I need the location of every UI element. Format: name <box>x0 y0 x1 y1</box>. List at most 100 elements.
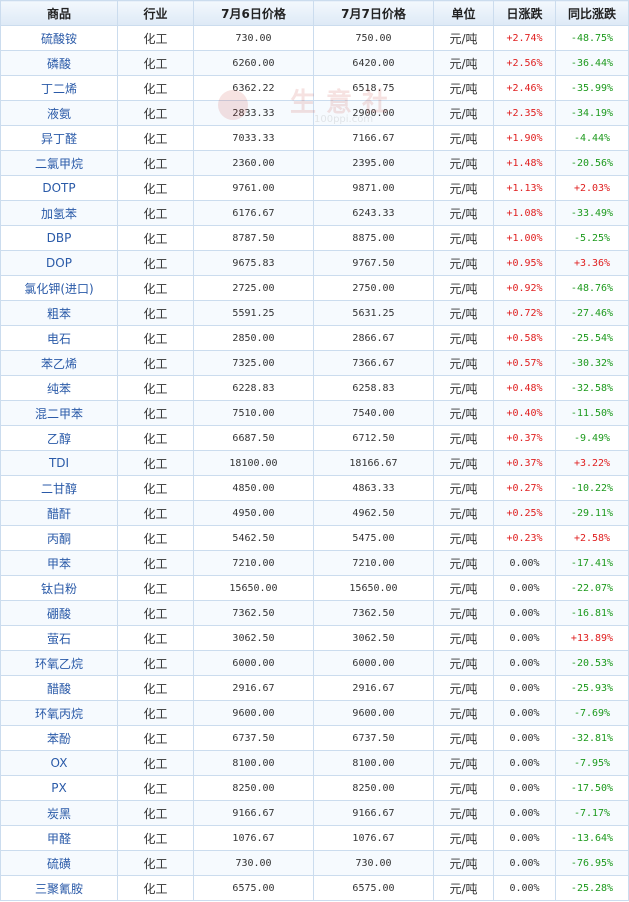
product-name-link[interactable]: 环氧丙烷 <box>0 700 118 726</box>
product-name-link[interactable]: 氯化钾(进口) <box>0 275 118 301</box>
yoy-change-cell: -36.44% <box>555 50 629 76</box>
table-row: 炭黑 化工 9166.67 9166.67 元/吨 0.00% -7.17% <box>0 800 629 826</box>
price-jul6-cell: 4850.00 <box>193 475 314 501</box>
unit-cell: 元/吨 <box>433 700 494 726</box>
product-name-link[interactable]: 液氨 <box>0 100 118 126</box>
product-name-link[interactable]: 磷酸 <box>0 50 118 76</box>
yoy-change-cell: -4.44% <box>555 125 629 151</box>
price-jul6-cell: 7210.00 <box>193 550 314 576</box>
product-name-link[interactable]: OX <box>0 750 118 776</box>
unit-cell: 元/吨 <box>433 475 494 501</box>
product-name-link[interactable]: 环氧乙烷 <box>0 650 118 676</box>
header-product: 商品 <box>0 0 118 26</box>
industry-cell: 化工 <box>117 350 194 376</box>
yoy-change-cell: -27.46% <box>555 300 629 326</box>
table-row: 电石 化工 2850.00 2866.67 元/吨 +0.58% -25.54% <box>0 325 629 351</box>
industry-cell: 化工 <box>117 150 194 176</box>
price-jul6-cell: 730.00 <box>193 25 314 51</box>
table-row: 钛白粉 化工 15650.00 15650.00 元/吨 0.00% -22.07% <box>0 575 629 601</box>
product-name-link[interactable]: 苯酚 <box>0 725 118 751</box>
price-jul6-cell: 3062.50 <box>193 625 314 651</box>
price-jul7-cell: 7166.67 <box>313 125 434 151</box>
table-row: 纯苯 化工 6228.83 6258.83 元/吨 +0.48% -32.58% <box>0 375 629 401</box>
product-name-link[interactable]: 苯乙烯 <box>0 350 118 376</box>
industry-cell: 化工 <box>117 25 194 51</box>
product-name-link[interactable]: PX <box>0 775 118 801</box>
product-name-link[interactable]: 二甘醇 <box>0 475 118 501</box>
unit-cell: 元/吨 <box>433 100 494 126</box>
daily-change-cell: +1.00% <box>493 225 556 251</box>
yoy-change-cell: -13.64% <box>555 825 629 851</box>
product-name-link[interactable]: 粗苯 <box>0 300 118 326</box>
price-jul7-cell: 1076.67 <box>313 825 434 851</box>
industry-cell: 化工 <box>117 500 194 526</box>
daily-change-cell: +0.37% <box>493 450 556 476</box>
table-row: 甲醛 化工 1076.67 1076.67 元/吨 0.00% -13.64% <box>0 825 629 851</box>
daily-change-cell: +0.40% <box>493 400 556 426</box>
product-name-link[interactable]: 硼酸 <box>0 600 118 626</box>
table-row: 磷酸 化工 6260.00 6420.00 元/吨 +2.56% -36.44% <box>0 50 629 76</box>
product-name-link[interactable]: TDI <box>0 450 118 476</box>
yoy-change-cell: -20.56% <box>555 150 629 176</box>
product-name-link[interactable]: DOTP <box>0 175 118 201</box>
price-jul6-cell: 8100.00 <box>193 750 314 776</box>
table-row: 苯乙烯 化工 7325.00 7366.67 元/吨 +0.57% -30.32% <box>0 350 629 376</box>
industry-cell: 化工 <box>117 275 194 301</box>
yoy-change-cell: -33.49% <box>555 200 629 226</box>
daily-change-cell: +2.35% <box>493 100 556 126</box>
product-name-link[interactable]: 钛白粉 <box>0 575 118 601</box>
daily-change-cell: +0.72% <box>493 300 556 326</box>
unit-cell: 元/吨 <box>433 300 494 326</box>
product-name-link[interactable]: 丁二烯 <box>0 75 118 101</box>
daily-change-cell: +2.56% <box>493 50 556 76</box>
yoy-change-cell: -9.49% <box>555 425 629 451</box>
product-name-link[interactable]: 甲醛 <box>0 825 118 851</box>
product-name-link[interactable]: 炭黑 <box>0 800 118 826</box>
unit-cell: 元/吨 <box>433 400 494 426</box>
product-name-link[interactable]: 电石 <box>0 325 118 351</box>
product-name-link[interactable]: DBP <box>0 225 118 251</box>
unit-cell: 元/吨 <box>433 375 494 401</box>
daily-change-cell: +1.13% <box>493 175 556 201</box>
yoy-change-cell: -32.81% <box>555 725 629 751</box>
product-name-link[interactable]: 丙酮 <box>0 525 118 551</box>
price-jul6-cell: 5462.50 <box>193 525 314 551</box>
unit-cell: 元/吨 <box>433 50 494 76</box>
unit-cell: 元/吨 <box>433 575 494 601</box>
product-name-link[interactable]: 混二甲苯 <box>0 400 118 426</box>
product-name-link[interactable]: 加氢苯 <box>0 200 118 226</box>
table-row: 丙酮 化工 5462.50 5475.00 元/吨 +0.23% +2.58% <box>0 525 629 551</box>
price-jul7-cell: 6420.00 <box>313 50 434 76</box>
price-jul6-cell: 2360.00 <box>193 150 314 176</box>
product-name-link[interactable]: 硫酸铵 <box>0 25 118 51</box>
yoy-change-cell: -48.76% <box>555 275 629 301</box>
yoy-change-cell: +13.89% <box>555 625 629 651</box>
daily-change-cell: +2.74% <box>493 25 556 51</box>
price-jul6-cell: 9166.67 <box>193 800 314 826</box>
daily-change-cell: +0.48% <box>493 375 556 401</box>
product-name-link[interactable]: 萤石 <box>0 625 118 651</box>
product-name-link[interactable]: 三聚氰胺 <box>0 875 118 901</box>
yoy-change-cell: -76.95% <box>555 850 629 876</box>
daily-change-cell: 0.00% <box>493 575 556 601</box>
unit-cell: 元/吨 <box>433 225 494 251</box>
product-name-link[interactable]: 乙醇 <box>0 425 118 451</box>
unit-cell: 元/吨 <box>433 800 494 826</box>
price-jul7-cell: 730.00 <box>313 850 434 876</box>
price-jul6-cell: 9600.00 <box>193 700 314 726</box>
product-name-link[interactable]: 醋酐 <box>0 500 118 526</box>
yoy-change-cell: -25.93% <box>555 675 629 701</box>
price-jul7-cell: 7366.67 <box>313 350 434 376</box>
price-jul7-cell: 7210.00 <box>313 550 434 576</box>
product-name-link[interactable]: 甲苯 <box>0 550 118 576</box>
product-name-link[interactable]: 硫磺 <box>0 850 118 876</box>
product-name-link[interactable]: 异丁醛 <box>0 125 118 151</box>
price-jul6-cell: 6575.00 <box>193 875 314 901</box>
industry-cell: 化工 <box>117 625 194 651</box>
product-name-link[interactable]: 二氯甲烷 <box>0 150 118 176</box>
yoy-change-cell: +3.36% <box>555 250 629 276</box>
product-name-link[interactable]: 醋酸 <box>0 675 118 701</box>
product-name-link[interactable]: DOP <box>0 250 118 276</box>
product-name-link[interactable]: 纯苯 <box>0 375 118 401</box>
